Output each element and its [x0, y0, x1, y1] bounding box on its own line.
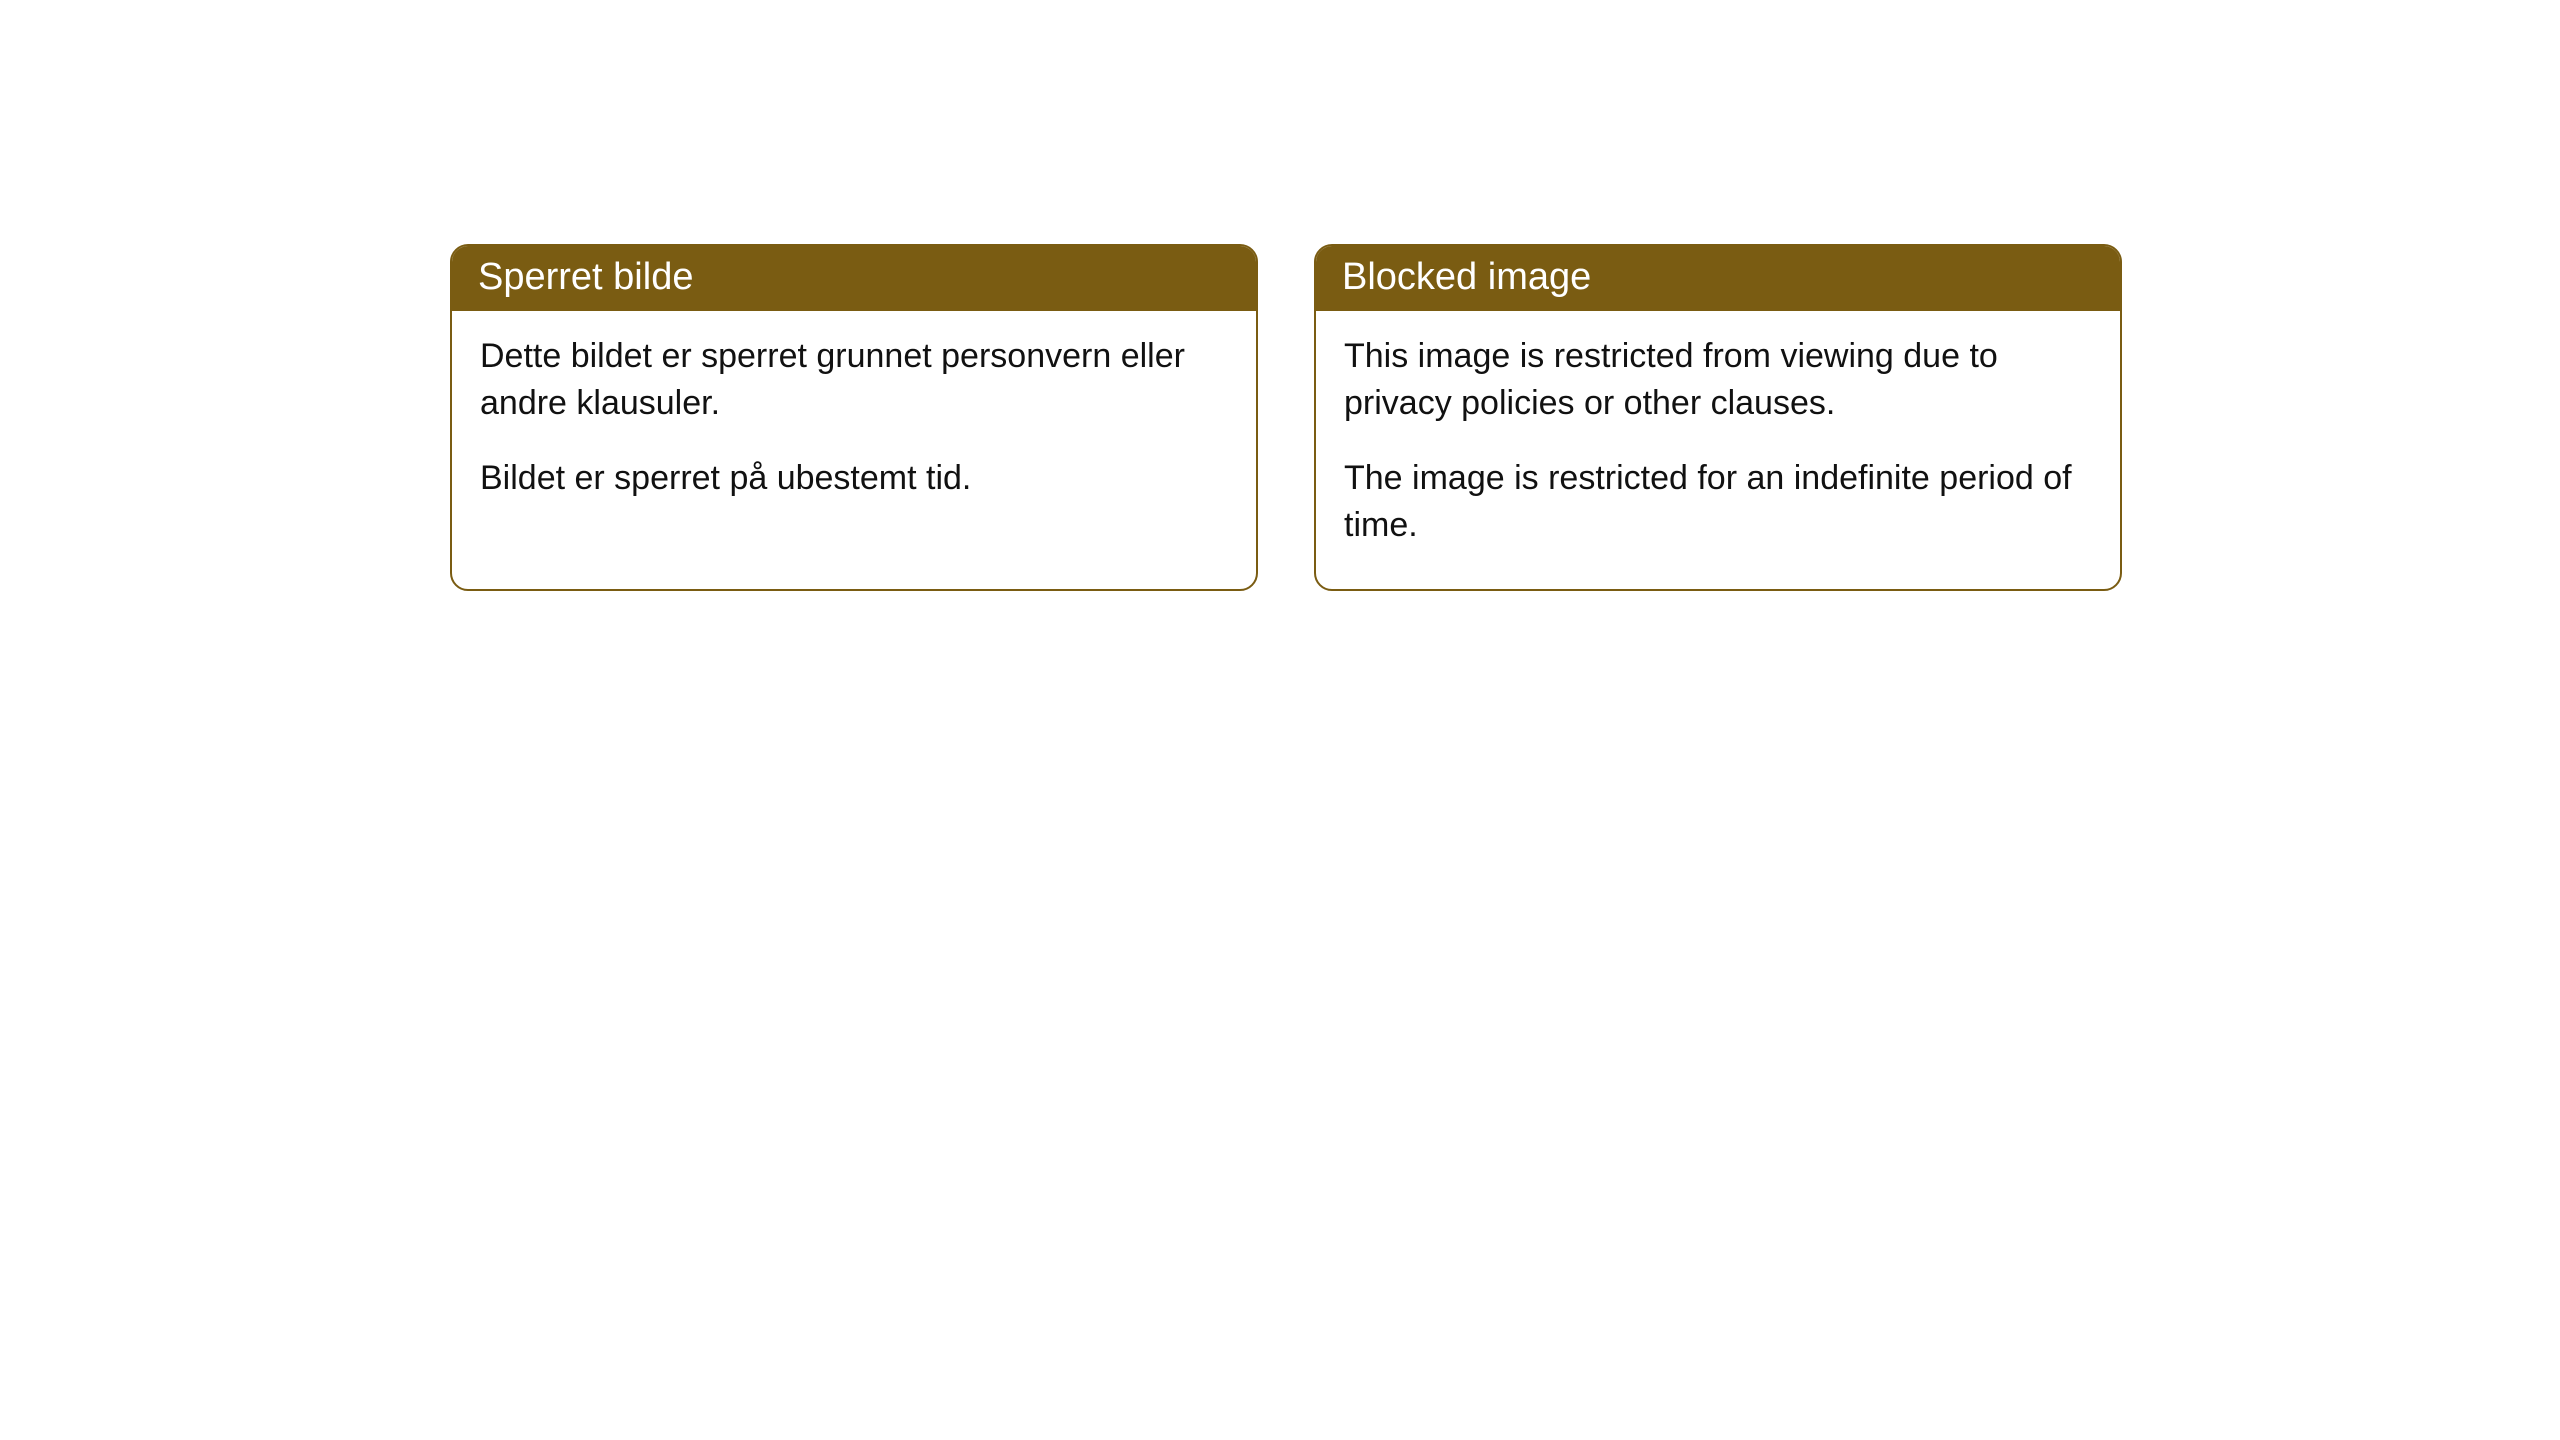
- notice-card-norwegian: Sperret bilde Dette bildet er sperret gr…: [450, 244, 1258, 591]
- card-title: Blocked image: [1342, 256, 1591, 298]
- card-body: Dette bildet er sperret grunnet personve…: [452, 311, 1256, 542]
- card-paragraph: The image is restricted for an indefinit…: [1344, 455, 2092, 549]
- card-paragraph: Dette bildet er sperret grunnet personve…: [480, 333, 1228, 427]
- notice-card-english: Blocked image This image is restricted f…: [1314, 244, 2122, 591]
- card-header: Blocked image: [1316, 246, 2120, 311]
- card-paragraph: This image is restricted from viewing du…: [1344, 333, 2092, 427]
- card-title: Sperret bilde: [478, 256, 693, 298]
- card-paragraph: Bildet er sperret på ubestemt tid.: [480, 455, 1228, 502]
- card-body: This image is restricted from viewing du…: [1316, 311, 2120, 589]
- card-header: Sperret bilde: [452, 246, 1256, 311]
- notice-cards-container: Sperret bilde Dette bildet er sperret gr…: [450, 244, 2122, 591]
